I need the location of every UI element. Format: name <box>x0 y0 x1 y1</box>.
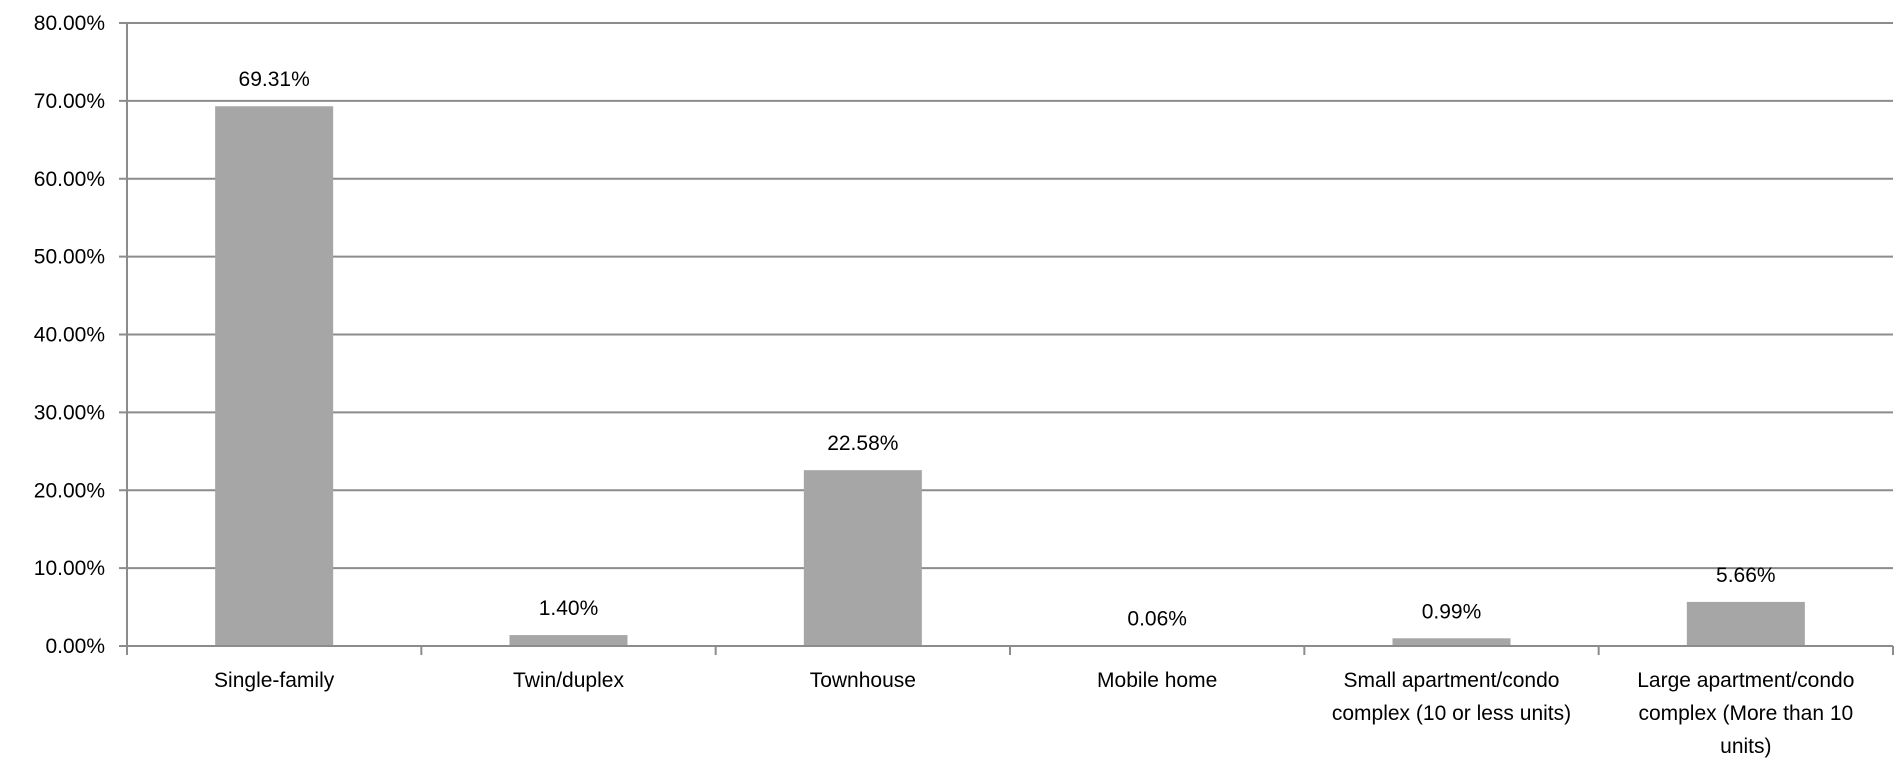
y-tick-label: 0.00% <box>45 635 105 658</box>
x-tick-label-line: complex (More than 10 <box>1638 702 1853 725</box>
bar <box>510 635 628 646</box>
data-label: 1.40% <box>539 597 599 620</box>
x-tick-label-line: Twin/duplex <box>513 669 624 692</box>
data-label: 22.58% <box>827 432 898 455</box>
y-tick-label: 40.00% <box>34 324 105 347</box>
x-tick-label-line: complex (10 or less units) <box>1332 702 1571 725</box>
x-tick-label-line: Small apartment/condo <box>1344 669 1560 692</box>
bar <box>215 106 333 646</box>
x-tick-label: Single-family <box>214 669 335 692</box>
y-tick-label: 20.00% <box>34 479 105 502</box>
x-tick-label: Twin/duplex <box>513 669 624 692</box>
x-tick-label-line: Mobile home <box>1097 669 1217 692</box>
gridlines <box>127 23 1893 568</box>
axes <box>119 23 1893 655</box>
bar <box>1393 638 1511 646</box>
x-tick-label-line: Large apartment/condo <box>1637 669 1854 692</box>
data-label: 0.06% <box>1127 608 1187 631</box>
bars <box>215 106 1805 646</box>
y-tick-label: 80.00% <box>34 12 105 35</box>
data-label: 69.31% <box>239 68 310 91</box>
x-tick-label: Large apartment/condo complex (More than … <box>1637 669 1854 758</box>
y-tick-label: 10.00% <box>34 557 105 580</box>
x-tick-label-line: Townhouse <box>810 669 916 692</box>
x-tick-label-line: units) <box>1720 735 1771 758</box>
bar <box>1687 602 1805 646</box>
x-tick-label: Small apartment/condo complex (10 or less… <box>1332 669 1571 725</box>
x-tick-label-line: Single-family <box>214 669 335 692</box>
data-label: 0.99% <box>1422 600 1482 623</box>
y-tick-label: 30.00% <box>34 401 105 424</box>
x-tick-label: Mobile home <box>1097 669 1217 692</box>
y-tick-label: 50.00% <box>34 246 105 269</box>
bar <box>804 470 922 646</box>
y-tick-label: 60.00% <box>34 168 105 191</box>
x-tick-label: Townhouse <box>810 669 916 692</box>
y-tick-label: 70.00% <box>34 90 105 113</box>
data-label: 5.66% <box>1716 564 1776 587</box>
